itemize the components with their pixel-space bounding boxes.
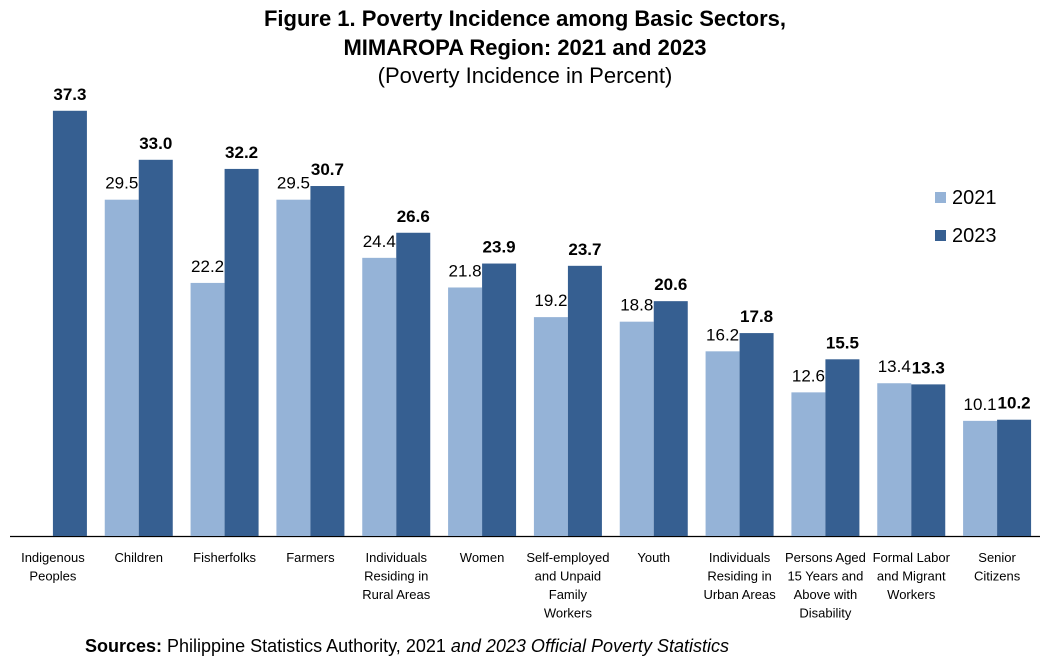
bar-2023-8 — [739, 333, 774, 536]
category-label-line: Indigenous — [21, 550, 85, 565]
category-label-line: Women — [460, 550, 505, 565]
data-label-2023-8: 17.8 — [740, 307, 773, 326]
source-text: Philippine Statistics Authority, 2021 — [162, 636, 451, 656]
bar-2021-7 — [619, 321, 654, 536]
category-label-line: Family — [549, 587, 588, 602]
category-label-4: Individuals Residing in Rural Areas — [362, 550, 430, 602]
category-label-line: Workers — [544, 606, 593, 621]
bar-2021-10 — [877, 383, 912, 536]
category-label-8: Individuals Residing in Urban Areas — [703, 550, 776, 602]
category-label-line: Citizens — [974, 569, 1021, 584]
category-label-line: Farmers — [286, 550, 335, 565]
data-label-2023-1: 33.0 — [139, 134, 172, 153]
data-label-2023-2: 32.2 — [225, 143, 258, 162]
data-label-2021-3: 29.5 — [277, 174, 310, 193]
bar-2023-10 — [911, 384, 946, 536]
data-label-2023-10: 13.3 — [912, 358, 945, 377]
category-label-0: Indigenous Peoples — [21, 550, 85, 584]
category-label-2: Fisherfolks — [193, 550, 256, 565]
bar-2021-1 — [104, 199, 139, 536]
bar-2021-5 — [448, 287, 483, 536]
category-label-line: and Unpaid — [535, 569, 602, 584]
category-label-line: 15 Years and — [787, 569, 863, 584]
bar-2023-1 — [138, 159, 173, 537]
category-label-5: Women — [460, 550, 505, 565]
category-label-line: Rural Areas — [362, 587, 430, 602]
data-label-2021-10: 13.4 — [878, 357, 911, 376]
category-label-11: Senior Citizens — [974, 550, 1021, 584]
category-label-line: Above with — [794, 587, 858, 602]
category-label-line: Fisherfolks — [193, 550, 256, 565]
legend-label-2021: 2021 — [952, 187, 997, 209]
data-label-2023-7: 20.6 — [654, 275, 687, 294]
data-label-2021-5: 21.8 — [449, 261, 482, 280]
legend-swatch-2023 — [935, 230, 946, 241]
data-label-2023-6: 23.7 — [568, 240, 601, 259]
category-label-line: Persons Aged — [785, 550, 866, 565]
category-label-line: Workers — [887, 587, 936, 602]
category-label-line: and Migrant — [877, 569, 946, 584]
category-label-line: Residing in — [364, 569, 428, 584]
category-label-10: Formal Labor and Migrant Workers — [873, 550, 951, 602]
data-label-2021-7: 18.8 — [620, 296, 653, 315]
data-label-2021-8: 16.2 — [706, 325, 739, 344]
category-label-line: Self-employed — [526, 550, 609, 565]
category-label-9: Persons Aged 15 Years and Above with Disabi… — [785, 550, 866, 621]
bar-2023-2 — [224, 168, 259, 537]
data-label-2021-2: 22.2 — [191, 257, 224, 276]
data-label-2023-0: 37.3 — [53, 85, 86, 104]
category-label-line: Youth — [637, 550, 670, 565]
data-label-2021-1: 29.5 — [105, 174, 138, 193]
data-label-2023-11: 10.2 — [998, 394, 1031, 413]
bar-2023-3 — [310, 186, 345, 536]
category-label-7: Youth — [637, 550, 670, 565]
chart-title-line-2: MIMAROPA Region: 2021 and 2023 — [343, 35, 707, 60]
data-label-2021-9: 12.6 — [792, 366, 825, 385]
bar-2023-6 — [567, 265, 602, 536]
bar-2023-4 — [396, 232, 431, 536]
bar-2023-9 — [825, 359, 860, 536]
bar-2021-11 — [963, 420, 998, 536]
category-label-line: Disability — [799, 606, 852, 621]
data-label-2021-6: 19.2 — [534, 291, 567, 310]
category-label-3: Farmers — [286, 550, 335, 565]
category-label-line: Peoples — [29, 569, 76, 584]
bar-2021-2 — [190, 282, 225, 536]
legend-label-2023: 2023 — [952, 225, 997, 247]
source-label: Sources: — [85, 636, 163, 656]
category-label-1: Children — [115, 550, 163, 565]
chart-title-block: Figure 1. Poverty Incidence among Basic … — [0, 4, 1050, 89]
category-label-line: Children — [115, 550, 163, 565]
category-label-line: Individuals — [366, 550, 428, 565]
data-label-2023-4: 26.6 — [397, 207, 430, 226]
bar-2023-7 — [653, 301, 688, 536]
bar-2021-8 — [705, 351, 740, 536]
chart-subtitle: (Poverty Incidence in Percent) — [377, 63, 673, 88]
bar-2021-3 — [276, 199, 311, 536]
source-text-italic: and 2023 Official Poverty Statistics — [450, 636, 729, 656]
data-label-2023-5: 23.9 — [483, 238, 516, 257]
category-label-line: Individuals — [709, 550, 771, 565]
bar-2023-5 — [482, 263, 517, 536]
bar-2023-0 — [52, 110, 87, 536]
data-label-2021-11: 10.1 — [964, 395, 997, 414]
category-label-line: Formal Labor — [873, 550, 951, 565]
bar-2021-4 — [362, 257, 397, 536]
data-label-2023-3: 30.7 — [311, 160, 344, 179]
source-note: Sources: Philippine Statistics Authority… — [85, 636, 729, 657]
bar-2021-9 — [791, 392, 826, 536]
bar-2021-6 — [533, 317, 568, 536]
data-label-2023-9: 15.5 — [826, 333, 859, 352]
bar-2023-11 — [997, 419, 1032, 536]
category-label-line: Senior — [978, 550, 1016, 565]
category-label-line: Urban Areas — [703, 587, 776, 602]
legend-swatch-2021 — [935, 192, 946, 203]
category-label-line: Residing in — [707, 569, 771, 584]
category-label-6: Self-employed and Unpaid Family Workers — [526, 550, 609, 621]
chart-title-line-1: Figure 1. Poverty Incidence among Basic … — [263, 6, 787, 31]
data-label-2021-4: 24.4 — [363, 232, 396, 251]
